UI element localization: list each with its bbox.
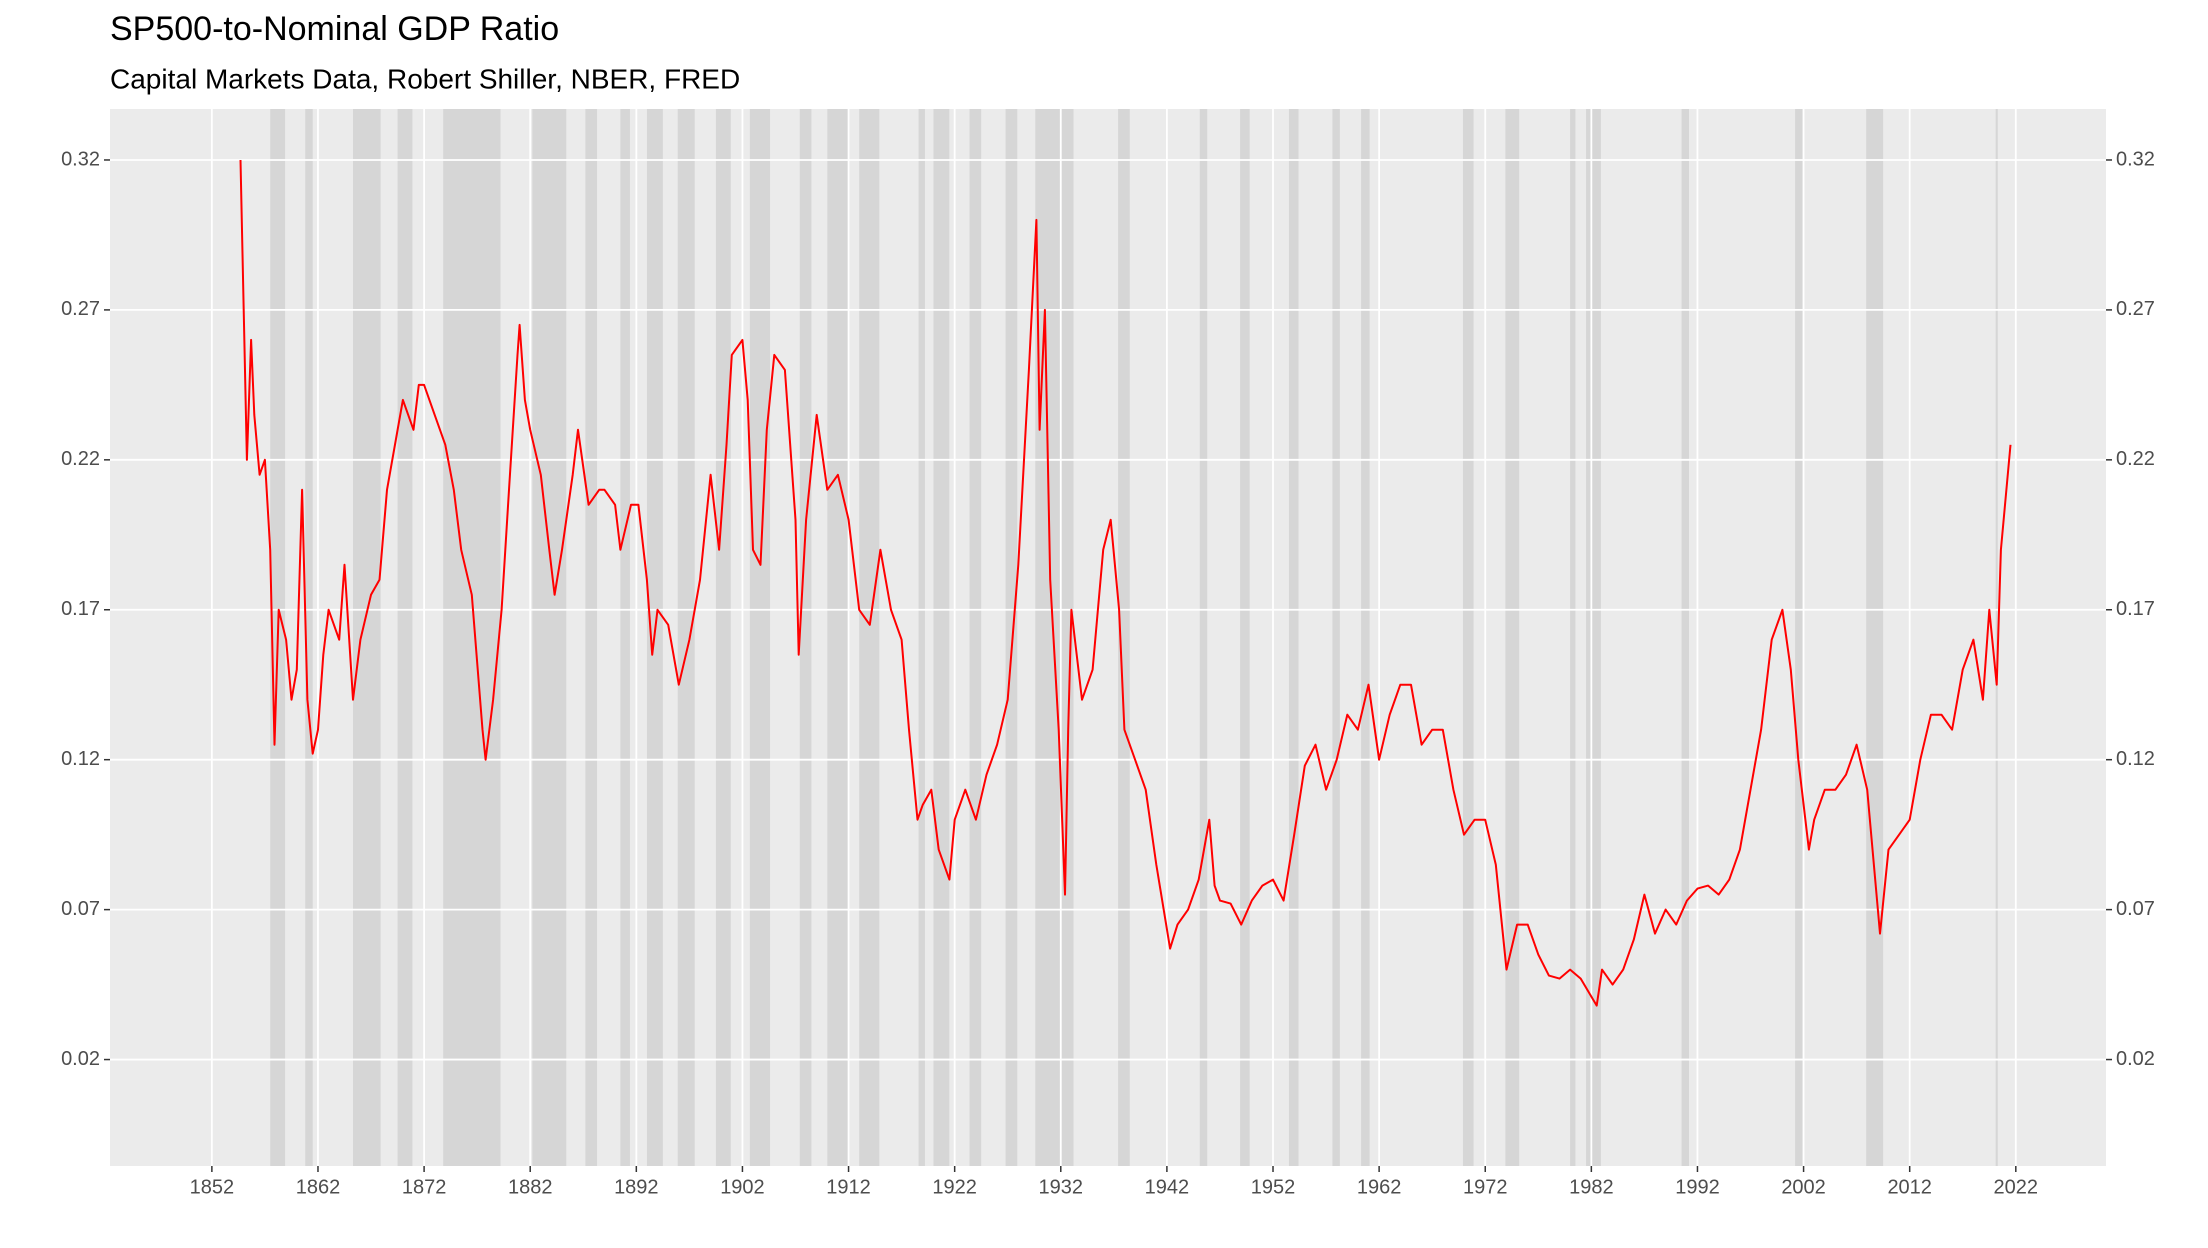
x-tick-label: 1952: [1251, 1176, 1296, 1198]
recession-band: [1570, 109, 1576, 1166]
recession-band: [1332, 109, 1340, 1166]
x-tick-label: 1902: [720, 1176, 765, 1198]
recession-band: [677, 109, 695, 1166]
x-tick-label: 1882: [508, 1176, 553, 1198]
y2-tick-label: 0.12: [2116, 748, 2155, 770]
recession-band: [1586, 109, 1601, 1166]
x-tick-label: 2022: [1994, 1176, 2039, 1198]
y2-tick-label: 0.02: [2116, 1048, 2155, 1070]
y-tick-label: 0.07: [61, 898, 100, 920]
recession-band: [397, 109, 413, 1166]
recession-band: [1199, 109, 1208, 1166]
recession-band: [827, 109, 849, 1166]
x-tick-label: 1972: [1463, 1176, 1508, 1198]
y2-tick-label: 0.22: [2116, 448, 2155, 470]
recession-band: [1681, 109, 1689, 1166]
x-tick-label: 1962: [1357, 1176, 1402, 1198]
recession-band: [918, 109, 925, 1166]
recession-band: [1995, 109, 1998, 1166]
x-tick-label: 1912: [826, 1176, 871, 1198]
recession-band: [1005, 109, 1018, 1166]
x-tick-label: 2012: [1887, 1176, 1932, 1198]
recession-band: [859, 109, 880, 1166]
x-tick-label: 1982: [1569, 1176, 1614, 1198]
chart-subtitle: Capital Markets Data, Robert Shiller, NB…: [110, 63, 740, 94]
x-tick-label: 1932: [1039, 1176, 1084, 1198]
data-line: [239, 159, 2012, 1007]
recession-band: [532, 109, 567, 1166]
recession-band: [1361, 109, 1370, 1166]
y-tick-label: 0.27: [61, 298, 100, 320]
y2-tick-label: 0.32: [2116, 148, 2155, 170]
x-tick-label: 1852: [190, 1176, 235, 1198]
recession-band: [1866, 109, 1884, 1166]
recession-band: [749, 109, 771, 1166]
recession-band: [1462, 109, 1474, 1166]
x-tick-label: 1992: [1675, 1176, 1720, 1198]
recession-band: [585, 109, 598, 1166]
recession-band: [1240, 109, 1250, 1166]
recession-band: [715, 109, 731, 1166]
x-tick-label: 1862: [296, 1176, 341, 1198]
y-tick-label: 0.17: [61, 598, 100, 620]
y2-tick-label: 0.17: [2116, 598, 2155, 620]
recession-band: [353, 109, 381, 1166]
y2-tick-label: 0.07: [2116, 898, 2155, 920]
recession-band: [443, 109, 501, 1166]
recession-band: [1795, 109, 1803, 1166]
y-tick-label: 0.02: [61, 1048, 100, 1070]
x-tick-label: 1942: [1145, 1176, 1190, 1198]
x-tick-label: 2002: [1781, 1176, 1826, 1198]
recession-band: [969, 109, 982, 1166]
recession-band: [933, 109, 950, 1166]
recession-band: [1118, 109, 1130, 1166]
y-tick-label: 0.32: [61, 148, 100, 170]
x-tick-label: 1892: [614, 1176, 659, 1198]
y-tick-label: 0.12: [61, 748, 100, 770]
recession-band: [305, 109, 313, 1166]
y2-tick-label: 0.27: [2116, 298, 2155, 320]
y-tick-label: 0.22: [61, 448, 100, 470]
chart-title: SP500-to-Nominal GDP Ratio: [110, 10, 559, 48]
recession-band: [1288, 109, 1299, 1166]
recession-band: [799, 109, 812, 1166]
x-tick-label: 1922: [932, 1176, 977, 1198]
recession-band: [1505, 109, 1520, 1166]
recession-band: [620, 109, 630, 1166]
x-tick-label: 1872: [402, 1176, 447, 1198]
